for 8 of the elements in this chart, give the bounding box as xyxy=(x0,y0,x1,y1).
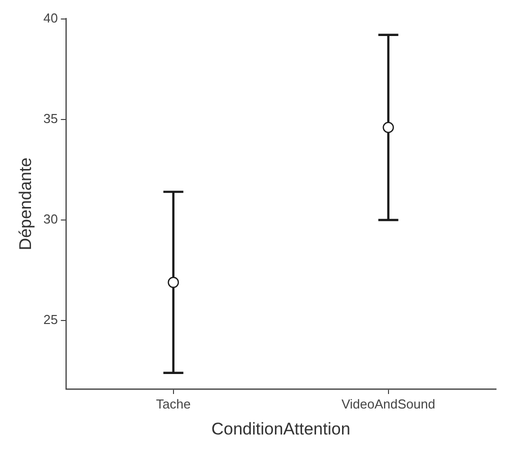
y-axis-title: Dépendante xyxy=(16,158,35,250)
x-axis-title: ConditionAttention xyxy=(211,419,350,438)
x-tick-label: Tache xyxy=(156,396,191,412)
y-tick-label: 30 xyxy=(43,212,58,227)
x-tick-label: VideoAndSound xyxy=(341,396,436,412)
y-tick-label: 40 xyxy=(43,10,58,26)
y-tick-label: 25 xyxy=(43,312,58,328)
y-tick-label: 35 xyxy=(43,110,58,126)
